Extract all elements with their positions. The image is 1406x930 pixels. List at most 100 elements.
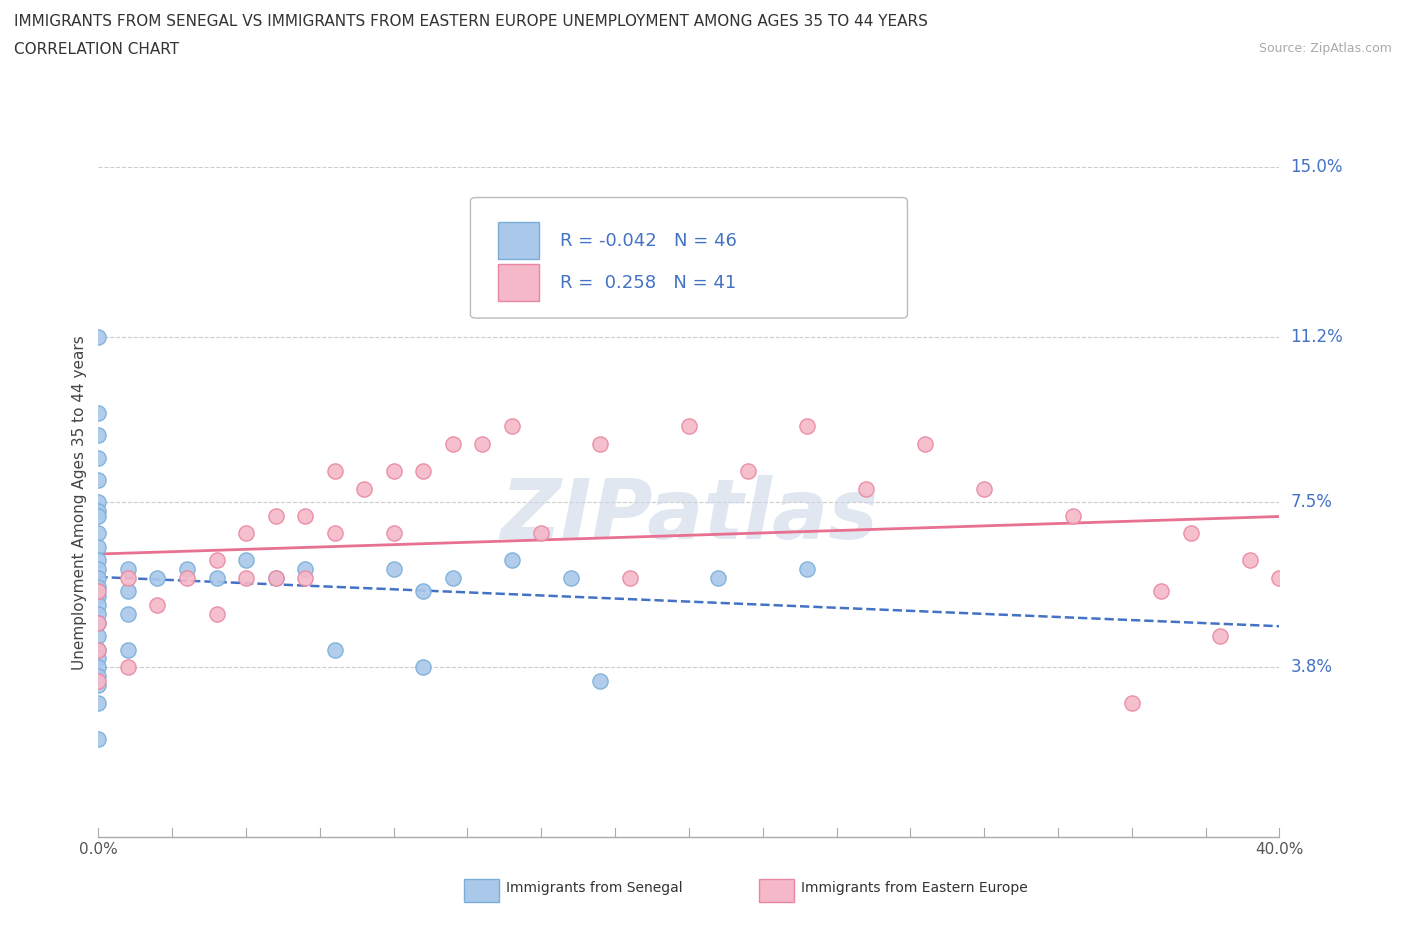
Point xyxy=(796,418,818,433)
FancyBboxPatch shape xyxy=(498,222,538,259)
Point xyxy=(87,552,110,567)
Point xyxy=(87,673,110,688)
Text: 3.8%: 3.8% xyxy=(1291,658,1333,676)
Point xyxy=(855,482,877,497)
Text: 11.2%: 11.2% xyxy=(1291,328,1343,346)
Point xyxy=(117,606,139,621)
Point xyxy=(678,418,700,433)
Point xyxy=(146,597,169,612)
Point xyxy=(294,562,316,577)
Text: Source: ZipAtlas.com: Source: ZipAtlas.com xyxy=(1258,42,1392,55)
Point xyxy=(323,463,346,478)
Text: CORRELATION CHART: CORRELATION CHART xyxy=(14,42,179,57)
Point xyxy=(117,562,139,577)
Point xyxy=(589,673,612,688)
Point xyxy=(117,571,139,586)
Point xyxy=(412,660,434,675)
Point xyxy=(87,504,110,519)
Point xyxy=(117,660,139,675)
Point xyxy=(560,571,582,586)
Point xyxy=(382,526,405,541)
Point xyxy=(796,562,818,577)
Text: 7.5%: 7.5% xyxy=(1291,493,1333,512)
Point xyxy=(353,482,375,497)
Point xyxy=(87,495,110,510)
Text: R = -0.042   N = 46: R = -0.042 N = 46 xyxy=(560,232,737,250)
Point xyxy=(87,405,110,420)
Text: Immigrants from Senegal: Immigrants from Senegal xyxy=(506,881,683,896)
Point xyxy=(1209,629,1232,644)
Text: ZIPatlas: ZIPatlas xyxy=(501,475,877,556)
Point xyxy=(471,437,494,452)
Point xyxy=(235,552,257,567)
Point xyxy=(87,606,110,621)
Point xyxy=(87,660,110,675)
Point xyxy=(87,731,110,746)
Point xyxy=(146,571,169,586)
Point xyxy=(87,642,110,657)
Point xyxy=(87,629,110,644)
Point xyxy=(294,571,316,586)
Point xyxy=(87,539,110,554)
Y-axis label: Unemployment Among Ages 35 to 44 years: Unemployment Among Ages 35 to 44 years xyxy=(72,335,87,670)
Point xyxy=(382,463,405,478)
Point xyxy=(1150,584,1173,599)
Point xyxy=(176,562,198,577)
Point xyxy=(117,584,139,599)
Point xyxy=(205,571,228,586)
Text: IMMIGRANTS FROM SENEGAL VS IMMIGRANTS FROM EASTERN EUROPE UNEMPLOYMENT AMONG AGE: IMMIGRANTS FROM SENEGAL VS IMMIGRANTS FR… xyxy=(14,14,928,29)
Point xyxy=(87,616,110,631)
Point xyxy=(619,571,641,586)
Point xyxy=(87,651,110,666)
Point xyxy=(87,616,110,631)
Point xyxy=(87,472,110,487)
Point xyxy=(412,463,434,478)
Point xyxy=(87,450,110,465)
Point xyxy=(264,571,287,586)
Point xyxy=(382,562,405,577)
Point xyxy=(235,571,257,586)
Point xyxy=(205,552,228,567)
Point xyxy=(87,597,110,612)
Point xyxy=(87,508,110,523)
Point xyxy=(87,562,110,577)
Point xyxy=(589,437,612,452)
Point xyxy=(501,418,523,433)
Point xyxy=(973,482,995,497)
Point xyxy=(87,579,110,594)
Point xyxy=(501,552,523,567)
Point xyxy=(914,437,936,452)
FancyBboxPatch shape xyxy=(498,264,538,301)
Point xyxy=(441,437,464,452)
Point xyxy=(294,508,316,523)
Point xyxy=(176,571,198,586)
Text: R =  0.258   N = 41: R = 0.258 N = 41 xyxy=(560,273,737,292)
Point xyxy=(1180,526,1202,541)
Point xyxy=(264,571,287,586)
Point xyxy=(87,571,110,586)
Point xyxy=(87,526,110,541)
Point xyxy=(87,696,110,711)
Point xyxy=(205,606,228,621)
Point xyxy=(323,642,346,657)
Text: 15.0%: 15.0% xyxy=(1291,158,1343,177)
Text: Immigrants from Eastern Europe: Immigrants from Eastern Europe xyxy=(801,881,1028,896)
Point xyxy=(530,526,553,541)
Point xyxy=(1121,696,1143,711)
Point xyxy=(707,571,730,586)
Point xyxy=(87,678,110,693)
Point xyxy=(323,526,346,541)
Point xyxy=(87,329,110,344)
Point xyxy=(412,584,434,599)
Point xyxy=(87,584,110,599)
Point xyxy=(1062,508,1084,523)
Point xyxy=(117,642,139,657)
Point xyxy=(264,508,287,523)
Point xyxy=(737,463,759,478)
Point xyxy=(1268,571,1291,586)
Point xyxy=(441,571,464,586)
Point xyxy=(235,526,257,541)
FancyBboxPatch shape xyxy=(471,197,907,318)
Point xyxy=(1239,552,1261,567)
Point xyxy=(87,428,110,443)
